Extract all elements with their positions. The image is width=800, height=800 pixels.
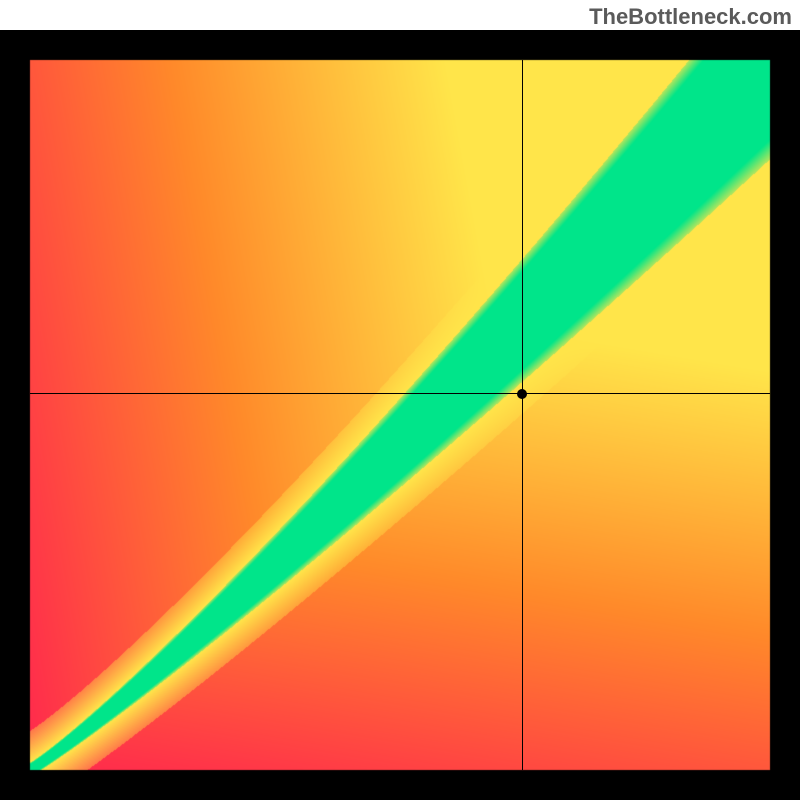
crosshair-marker (517, 389, 527, 399)
heatmap-plot (0, 30, 800, 800)
heatmap-canvas (0, 30, 800, 800)
attribution-text: TheBottleneck.com (589, 4, 792, 30)
crosshair-horizontal (30, 393, 770, 394)
crosshair-vertical (522, 60, 523, 770)
